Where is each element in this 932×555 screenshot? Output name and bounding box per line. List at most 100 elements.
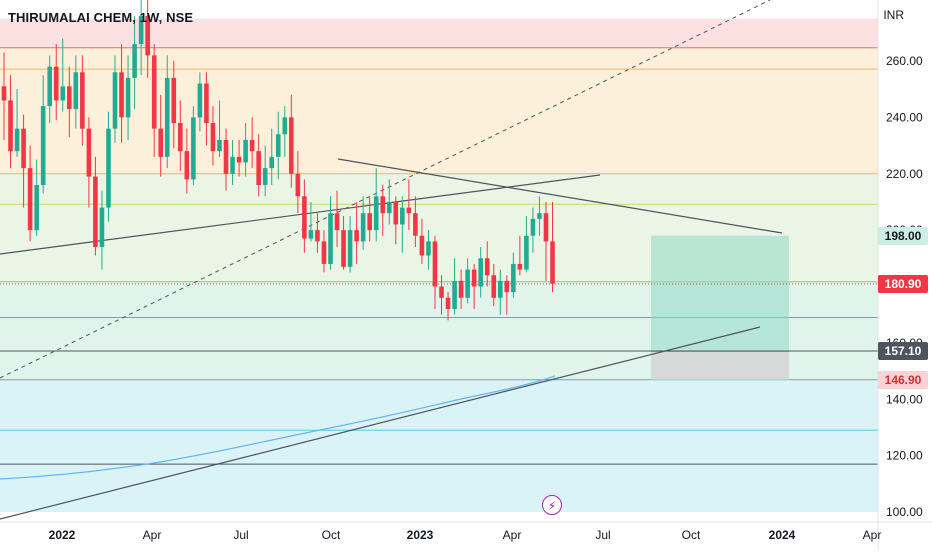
candle-body [471,269,477,287]
candle-body [550,241,555,284]
candle-body [14,128,20,152]
candle-body [315,230,320,242]
candle-body [530,218,536,236]
candle-body [432,241,438,287]
candle-body [393,201,399,225]
candle-body [99,207,105,248]
candle-body [80,72,85,129]
fib-zone-4 [0,379,878,512]
candle-body [60,86,66,101]
candle-body [511,263,516,293]
candle-body [164,77,170,157]
candle-body [21,128,26,169]
candle-body [282,117,288,135]
candle-body [86,128,92,177]
x-tick-label: Jul [595,528,610,542]
candle-body [138,15,144,45]
candle-body [360,213,366,242]
x-tick-label: 2022 [49,528,76,542]
stop-zone [651,351,789,380]
candle-body [67,86,72,109]
candle-body [465,269,470,298]
candle-body [478,258,483,287]
candle-body [236,156,242,163]
candle-body [178,123,183,152]
flash-icon[interactable]: ⚡ [542,495,562,515]
candle-body [1,86,7,101]
candle-body [34,185,39,231]
x-tick-label: Apr [503,528,522,542]
y-tick-label: 100.00 [886,505,923,519]
candle-body [484,258,490,276]
candle-body [439,286,444,298]
candle-body [302,196,307,239]
candle-body [504,280,510,293]
candle-body [321,241,327,264]
candle-body [151,55,157,129]
candle-body [491,275,497,298]
candle-body [106,128,111,208]
candle-body [249,139,255,152]
candle-body [197,83,203,118]
candle-body [112,72,118,129]
candle-body [269,156,275,169]
candle-body [210,123,216,152]
candle-body [426,241,431,256]
candle-body [413,213,418,236]
moving-average-line [0,375,556,480]
candle-body [400,207,405,225]
candle-body [230,156,235,174]
candle-body [289,117,294,174]
candle-body [47,66,53,107]
candle-body [341,230,346,267]
candle-body [347,230,353,267]
dashed-trendline [0,0,771,379]
candle-body [184,151,190,180]
candle-body [119,72,124,118]
candle-body [295,173,301,197]
y-tick-label: 260.00 [886,54,923,68]
x-tick-label: Apr [863,528,882,542]
candle-body [73,72,79,109]
candle-body [204,83,209,124]
price-badge: 157.10 [878,342,928,361]
candle-body [380,196,386,214]
candle-body [334,213,340,231]
y-tick-label: 120.00 [886,449,923,463]
candle-body [386,201,392,214]
candle-body [217,139,222,152]
candle-body [517,263,523,270]
candle-body [497,280,503,298]
price-badge: 180.90 [878,274,928,293]
candle-body [243,139,248,163]
candle-body [537,213,542,219]
candle-body [367,213,372,231]
y-tick-label: 140.00 [886,392,923,406]
candle-body [145,15,150,56]
candle-body [354,230,359,242]
candle-body [191,117,196,180]
candle-body [419,235,425,256]
x-tick-label: Apr [143,528,162,542]
candle-body [373,196,379,231]
x-tick-label: 2024 [769,528,796,542]
candle-body [458,280,464,298]
candle-body [125,77,131,118]
candle-body [171,77,177,124]
candle-body [543,213,549,242]
resistance-trendline [337,158,783,234]
candle-body [8,100,13,152]
x-tick-label: Jul [233,528,248,542]
candle-body [223,139,229,174]
candle-body [27,168,33,231]
candle-body [93,176,98,248]
price-badge: 146.90 [878,370,928,389]
candle-body [328,213,333,264]
candle-body [445,297,451,310]
candle-body [308,230,314,239]
price-badge: 198.00 [878,226,928,245]
fib-zone-1 [0,47,878,174]
target-zone [651,235,789,352]
